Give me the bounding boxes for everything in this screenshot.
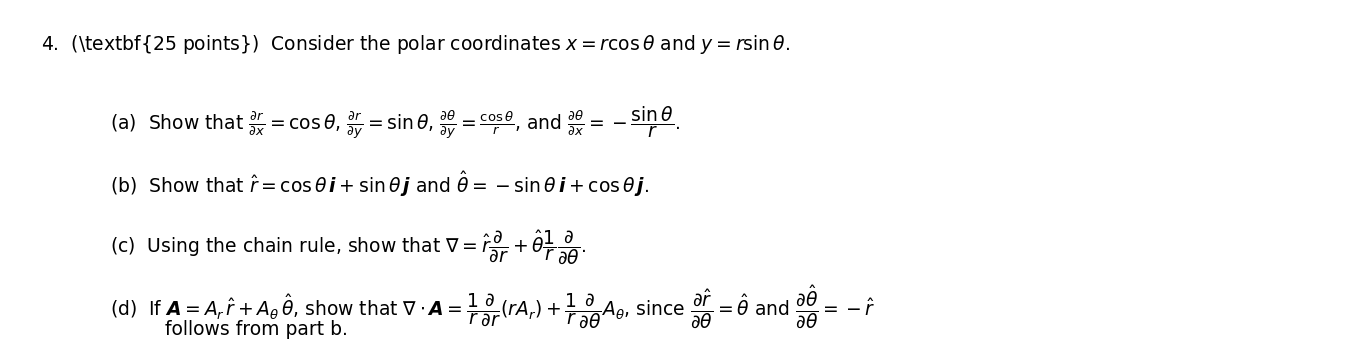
Text: (a)  Show that $\frac{\partial r}{\partial x} = \cos\theta$, $\frac{\partial r}{: (a) Show that $\frac{\partial r}{\partia… (110, 104, 681, 141)
Text: (b)  Show that $\hat{r} = \cos\theta\, \boldsymbol{i} + \sin\theta\, \boldsymbol: (b) Show that $\hat{r} = \cos\theta\, \b… (110, 170, 649, 200)
Text: follows from part b.: follows from part b. (165, 320, 347, 339)
Text: (c)  Using the chain rule, show that $\nabla = \hat{r}\dfrac{\partial}{\partial : (c) Using the chain rule, show that $\na… (110, 228, 586, 267)
Text: 4.  (\textbf{25 points})  Consider the polar coordinates $x = r\cos\theta$ and $: 4. (\textbf{25 points}) Consider the pol… (41, 33, 790, 56)
Text: (d)  If $\boldsymbol{A} = A_r\,\hat{r} + A_\theta\,\hat{\theta}$, show that $\na: (d) If $\boldsymbol{A} = A_r\,\hat{r} + … (110, 284, 875, 331)
